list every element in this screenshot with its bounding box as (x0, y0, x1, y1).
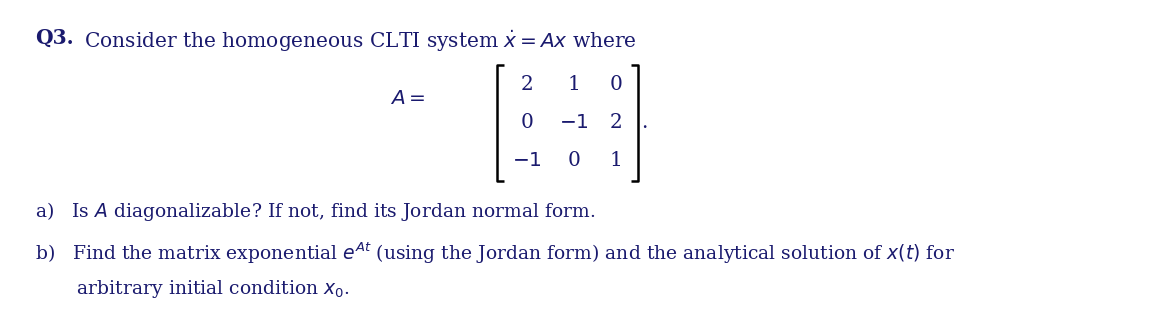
Text: 0: 0 (610, 76, 623, 95)
Text: b)   Find the matrix exponential $e^{At}$ (using the Jordan form) and the analyt: b) Find the matrix exponential $e^{At}$ … (34, 240, 955, 265)
Text: 2: 2 (520, 76, 533, 95)
Text: $-1$: $-1$ (560, 114, 589, 133)
Text: 2: 2 (610, 114, 623, 133)
Text: a)   Is $A$ diagonalizable? If not, find its Jordan normal form.: a) Is $A$ diagonalizable? If not, find i… (34, 200, 595, 223)
Text: arbitrary initial condition $x_0$.: arbitrary initial condition $x_0$. (34, 278, 349, 300)
Text: 0: 0 (520, 114, 533, 133)
Text: $A = $: $A = $ (390, 89, 425, 108)
Text: .: . (641, 114, 647, 133)
Text: Q3.: Q3. (34, 28, 74, 48)
Text: 0: 0 (568, 152, 580, 170)
Text: Consider the homogeneous CLTI system $\dot{x} = Ax$ where: Consider the homogeneous CLTI system $\d… (78, 28, 637, 54)
Text: 1: 1 (568, 76, 580, 95)
Text: $-1$: $-1$ (512, 152, 542, 170)
Text: 1: 1 (610, 152, 623, 170)
